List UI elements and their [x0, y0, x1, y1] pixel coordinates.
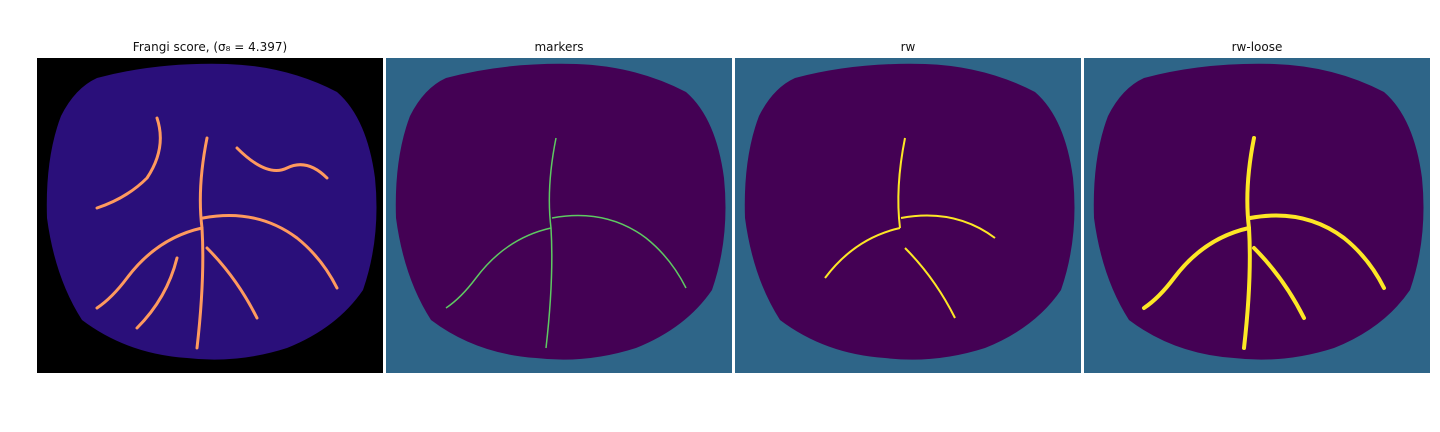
panel-title: markers: [534, 40, 584, 54]
panel-frangi: Frangi score, (σ₈ = 4.397): [37, 0, 383, 432]
segmented-vessels: [824, 137, 996, 319]
panel-markers: markers: [386, 0, 732, 432]
panel-rw-loose: rw-loose: [1084, 0, 1430, 432]
vessel-network: [95, 116, 339, 350]
retina-disc: [1093, 63, 1424, 360]
marker-lines: [445, 137, 687, 349]
image-rw: [735, 58, 1081, 373]
panel-rw: rw: [735, 0, 1081, 432]
retina-disc: [46, 63, 377, 360]
segmented-vessels: [1142, 136, 1386, 350]
panel-title: Frangi score, (σ₈ = 4.397): [132, 40, 288, 54]
panel-title: rw-loose: [1231, 40, 1283, 54]
image-markers: [386, 58, 732, 373]
retina-disc: [395, 63, 726, 360]
retina-disc: [744, 63, 1075, 360]
image-rw-loose: [1084, 58, 1430, 373]
panel-title: rw: [900, 40, 916, 54]
image-frangi: [37, 58, 383, 373]
